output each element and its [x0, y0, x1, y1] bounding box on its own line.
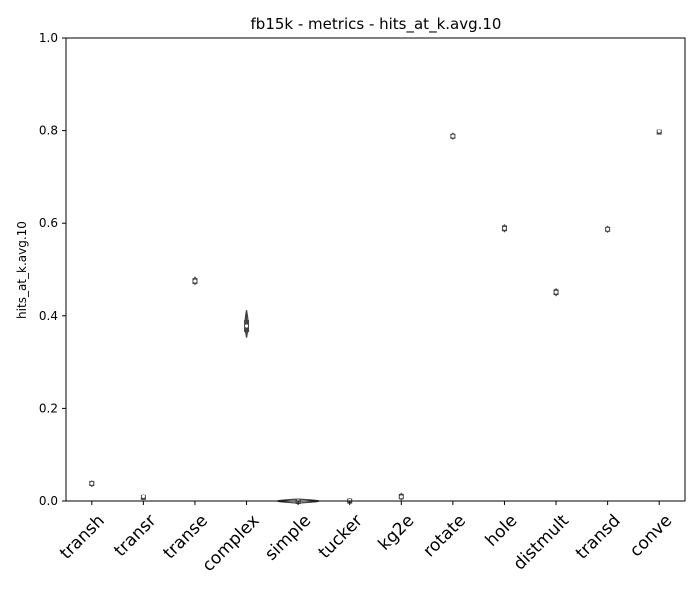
violin-kg2e: [398, 492, 404, 501]
y-tick-label: 0.8: [39, 124, 58, 138]
y-tick-label: 0.6: [39, 216, 58, 230]
violin-complex: [244, 310, 250, 338]
chart-title: fb15k - metrics - hits_at_k.avg.10: [251, 15, 502, 34]
violin-transd: [605, 225, 611, 234]
violin-median: [554, 290, 558, 294]
violin-median: [657, 129, 661, 133]
y-tick-label: 0.4: [39, 309, 58, 323]
violin-median: [451, 134, 455, 138]
plot-frame: [65, 37, 686, 502]
violin-conve: [656, 128, 662, 135]
violin-median: [193, 279, 197, 283]
y-tick-label: 0.0: [39, 494, 58, 508]
violin-median: [141, 494, 145, 498]
y-tick-label: 0.2: [39, 401, 58, 415]
y-tick-label: 1.0: [39, 31, 58, 45]
violin-rotate: [450, 132, 456, 140]
y-axis-label: hits_at_k.avg.10: [15, 221, 29, 319]
violin-transr: [140, 494, 146, 500]
violin-median: [502, 226, 507, 230]
violin-median: [90, 481, 94, 486]
violin-median: [606, 227, 610, 231]
violin-transe: [192, 276, 198, 286]
violin-transh: [89, 480, 95, 488]
violin-median: [399, 495, 403, 499]
violin-distmult: [553, 287, 559, 297]
violin-median: [244, 324, 249, 328]
violin-hole: [501, 223, 507, 233]
